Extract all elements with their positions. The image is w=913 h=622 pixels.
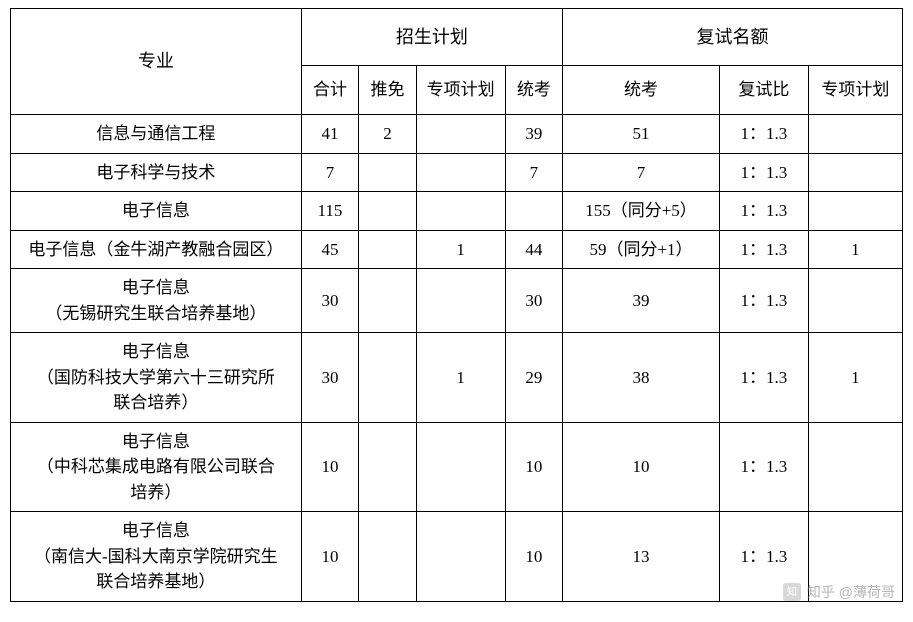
cell-plan-special: 1 (416, 333, 505, 423)
cell-major: 电子信息 （中科芯集成电路有限公司联合 培养） (11, 422, 302, 512)
cell-quota-ratio: 1：1.3 (719, 230, 808, 269)
cell-plan-special (416, 153, 505, 192)
cell-quota-ratio: 1：1.3 (719, 422, 808, 512)
col-header-plan: 招生计划 (301, 9, 562, 66)
cell-quota-exam: 155（同分+5） (563, 192, 720, 231)
cell-plan-total: 41 (301, 115, 359, 154)
table-row: 电子信息115 155（同分+5）1：1.3 (11, 192, 903, 231)
cell-plan-rec (359, 230, 417, 269)
cell-quota-exam: 13 (563, 512, 720, 602)
cell-plan-rec (359, 333, 417, 423)
table-row: 电子信息（金牛湖产教融合园区）4514459（同分+1）1：1.31 (11, 230, 903, 269)
cell-quota-ratio: 1：1.3 (719, 192, 808, 231)
cell-plan-exam: 10 (505, 422, 563, 512)
col-header-quota-exam: 统考 (563, 66, 720, 115)
cell-quota-special (808, 115, 902, 154)
cell-plan-special (416, 512, 505, 602)
page: 专业 招生计划 复试名额 合计 推免 专项计划 统考 统考 复试比 专项计划 信… (0, 0, 913, 622)
cell-plan-special: 1 (416, 230, 505, 269)
cell-quota-ratio: 1：1.3 (719, 115, 808, 154)
cell-major: 电子信息 （无锡研究生联合培养基地） (11, 269, 302, 333)
cell-major: 电子信息 （南信大-国科大南京学院研究生 联合培养基地） (11, 512, 302, 602)
table-row: 信息与通信工程412 39511：1.3 (11, 115, 903, 154)
cell-quota-exam: 10 (563, 422, 720, 512)
cell-plan-exam: 44 (505, 230, 563, 269)
cell-plan-total: 30 (301, 333, 359, 423)
cell-quota-special (808, 422, 902, 512)
cell-quota-exam: 39 (563, 269, 720, 333)
cell-major: 电子信息（金牛湖产教融合园区） (11, 230, 302, 269)
col-header-quota-ratio: 复试比 (719, 66, 808, 115)
cell-plan-exam: 30 (505, 269, 563, 333)
col-header-major: 专业 (11, 9, 302, 115)
cell-plan-rec (359, 269, 417, 333)
cell-major: 电子科学与技术 (11, 153, 302, 192)
table-row: 电子信息 （无锡研究生联合培养基地）3030391：1.3 (11, 269, 903, 333)
cell-quota-exam: 7 (563, 153, 720, 192)
cell-plan-rec (359, 512, 417, 602)
cell-plan-special (416, 192, 505, 231)
cell-plan-exam: 29 (505, 333, 563, 423)
cell-plan-total: 10 (301, 512, 359, 602)
table-row: 电子信息 （南信大-国科大南京学院研究生 联合培养基地）1010131：1.3 (11, 512, 903, 602)
cell-quota-ratio: 1：1.3 (719, 333, 808, 423)
cell-plan-special (416, 269, 505, 333)
table-row: 电子信息 （国防科技大学第六十三研究所 联合培养）30129381：1.31 (11, 333, 903, 423)
cell-plan-total: 7 (301, 153, 359, 192)
cell-quota-ratio: 1：1.3 (719, 153, 808, 192)
cell-major: 电子信息 (11, 192, 302, 231)
cell-plan-total: 115 (301, 192, 359, 231)
col-header-quota: 复试名额 (563, 9, 903, 66)
cell-plan-total: 45 (301, 230, 359, 269)
cell-plan-rec (359, 153, 417, 192)
table-row: 电子信息 （中科芯集成电路有限公司联合 培养）1010101：1.3 (11, 422, 903, 512)
cell-quota-special (808, 512, 902, 602)
cell-quota-special (808, 192, 902, 231)
cell-plan-exam (505, 192, 563, 231)
col-header-plan-total: 合计 (301, 66, 359, 115)
cell-major: 电子信息 （国防科技大学第六十三研究所 联合培养） (11, 333, 302, 423)
cell-plan-rec (359, 192, 417, 231)
table-body: 信息与通信工程41239511：1.3电子科学与技术7771：1.3电子信息11… (11, 115, 903, 602)
cell-plan-rec: 2 (359, 115, 417, 154)
col-header-plan-exam: 统考 (505, 66, 563, 115)
cell-quota-special: 1 (808, 333, 902, 423)
cell-plan-exam: 10 (505, 512, 563, 602)
cell-quota-exam: 51 (563, 115, 720, 154)
col-header-plan-rec: 推免 (359, 66, 417, 115)
cell-quota-ratio: 1：1.3 (719, 269, 808, 333)
cell-plan-special (416, 115, 505, 154)
cell-quota-exam: 38 (563, 333, 720, 423)
col-header-quota-special: 专项计划 (808, 66, 902, 115)
cell-plan-total: 10 (301, 422, 359, 512)
cell-quota-ratio: 1：1.3 (719, 512, 808, 602)
cell-plan-exam: 7 (505, 153, 563, 192)
cell-quota-exam: 59（同分+1） (563, 230, 720, 269)
cell-quota-special: 1 (808, 230, 902, 269)
cell-plan-exam: 39 (505, 115, 563, 154)
cell-plan-rec (359, 422, 417, 512)
cell-major: 信息与通信工程 (11, 115, 302, 154)
cell-quota-special (808, 153, 902, 192)
cell-plan-total: 30 (301, 269, 359, 333)
table-row: 电子科学与技术7771：1.3 (11, 153, 903, 192)
col-header-plan-special: 专项计划 (416, 66, 505, 115)
admission-table: 专业 招生计划 复试名额 合计 推免 专项计划 统考 统考 复试比 专项计划 信… (10, 8, 903, 602)
cell-quota-special (808, 269, 902, 333)
cell-plan-special (416, 422, 505, 512)
